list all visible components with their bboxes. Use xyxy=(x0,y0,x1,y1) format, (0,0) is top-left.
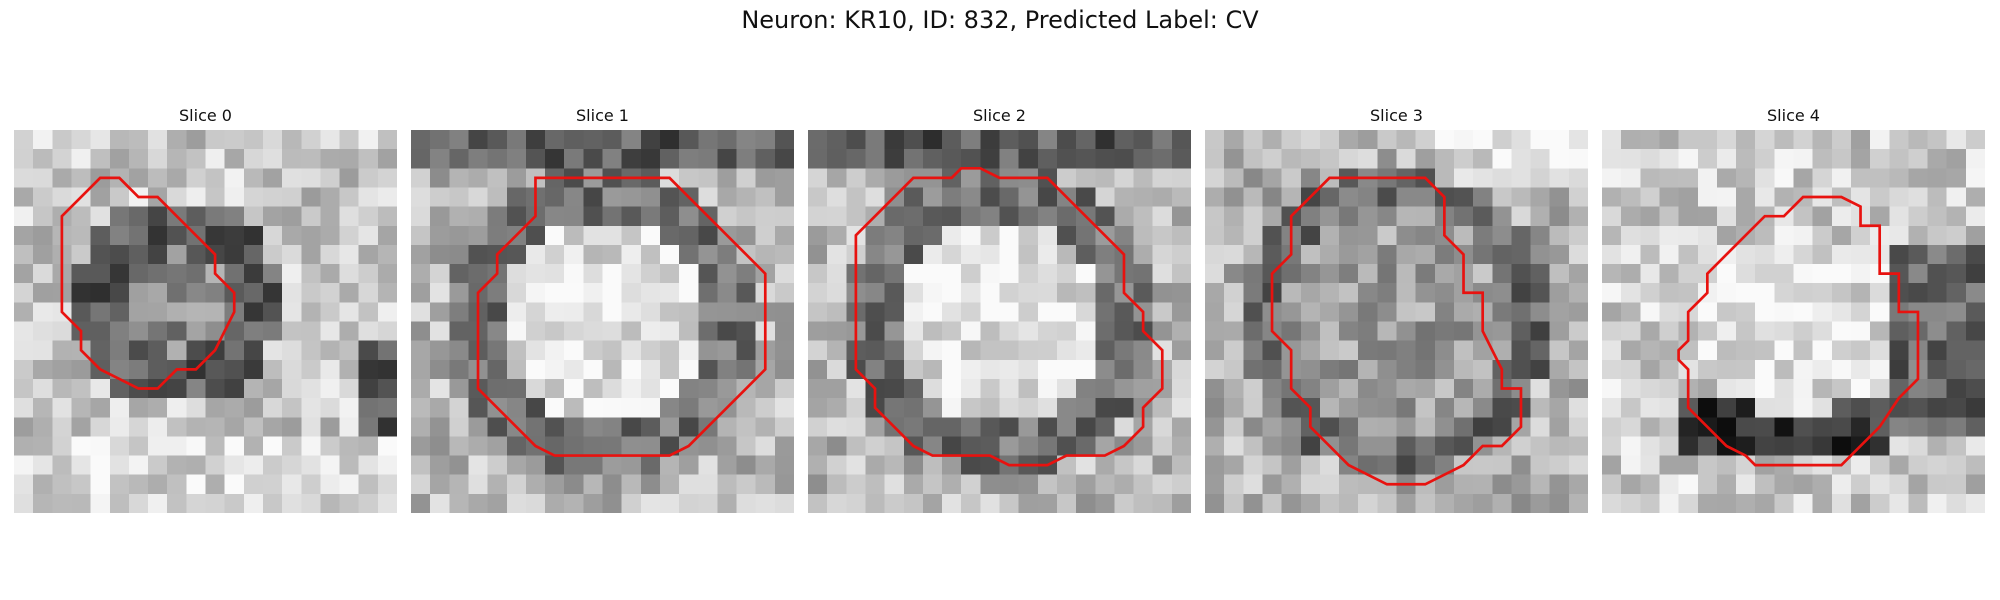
neuron-contour xyxy=(476,176,767,457)
slice-panel: Slice 1 xyxy=(411,104,794,513)
grayscale-pixel-grid xyxy=(808,130,1191,513)
slice-image xyxy=(808,130,1191,513)
neuron-contour xyxy=(854,166,1164,467)
slice-panel: Slice 3 xyxy=(1205,104,1588,513)
figure-title: Neuron: KR10, ID: 832, Predicted Label: … xyxy=(741,6,1259,34)
slice-image xyxy=(14,130,397,513)
neuron-contour xyxy=(60,176,236,390)
grayscale-pixel-grid xyxy=(1602,130,1985,513)
slice-panel: Slice 4 xyxy=(1602,104,1985,513)
slice-panel: Slice 0 xyxy=(14,104,397,513)
grayscale-pixel-grid xyxy=(14,130,397,513)
neuron-contour xyxy=(1677,195,1920,467)
slice-title: Slice 4 xyxy=(1767,106,1820,125)
slice-image xyxy=(1602,130,1985,513)
slice-image xyxy=(411,130,794,513)
grayscale-pixel-grid xyxy=(411,130,794,513)
slice-title: Slice 0 xyxy=(179,106,232,125)
neuron-contour xyxy=(1270,176,1523,486)
slice-title: Slice 2 xyxy=(973,106,1026,125)
slice-title: Slice 1 xyxy=(576,106,629,125)
slice-panel: Slice 2 xyxy=(808,104,1191,513)
grayscale-pixel-grid xyxy=(1205,130,1588,513)
slice-image xyxy=(1205,130,1588,513)
slice-title: Slice 3 xyxy=(1370,106,1423,125)
